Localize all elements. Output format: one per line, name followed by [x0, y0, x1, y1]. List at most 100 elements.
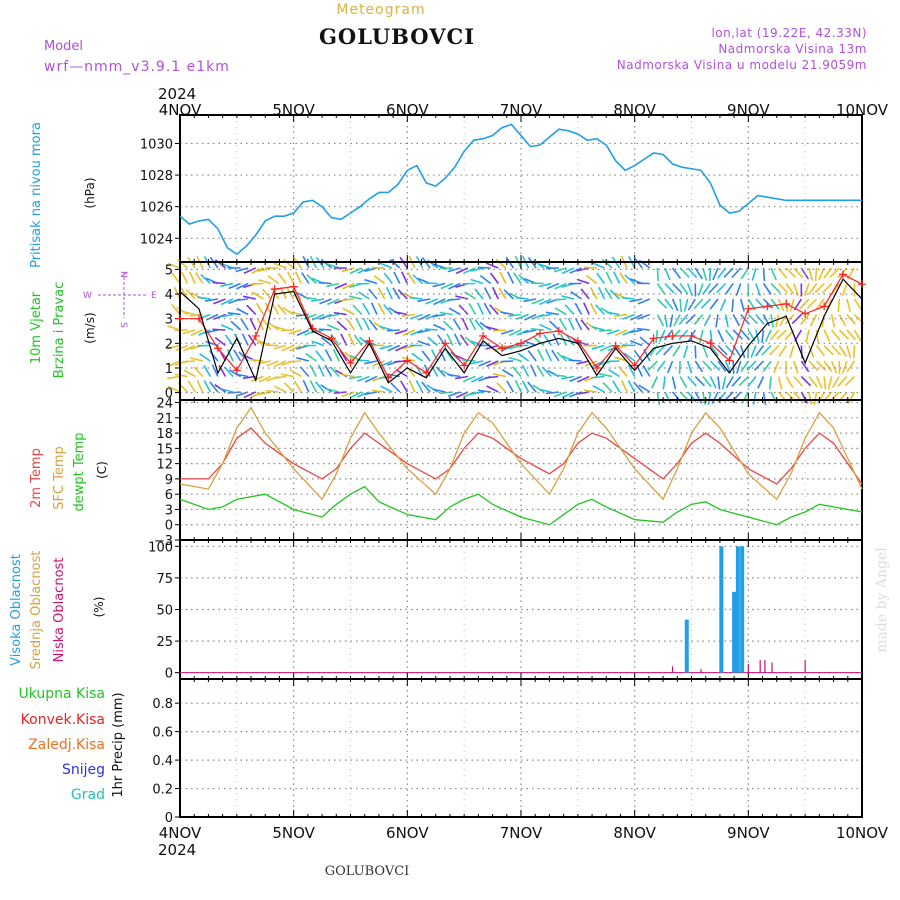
- wind-barb: [479, 321, 492, 331]
- wind-barb: [304, 329, 317, 336]
- wind-barb: [483, 287, 492, 300]
- wind-barb: [538, 282, 552, 288]
- wind-barb: [732, 314, 741, 327]
- gust-marker: [706, 339, 715, 348]
- wind-panel: 10m Vjetar Brzina i Pravac (m/s) N W E S…: [29, 255, 866, 405]
- y-tick-label: 6: [165, 488, 173, 503]
- gust-marker: [744, 304, 753, 313]
- wind-barb: [334, 282, 348, 290]
- wind-barb: [724, 329, 735, 341]
- wind-barb: [287, 271, 295, 284]
- wind-barb: [355, 317, 363, 331]
- y-tick-label: 0: [165, 667, 173, 682]
- wind-barb: [370, 302, 378, 315]
- wind-barb: [249, 317, 257, 331]
- wind-barb: [747, 375, 757, 388]
- wind-barb: [671, 267, 682, 279]
- wind-barb: [591, 326, 605, 331]
- wind-barb: [395, 344, 408, 352]
- y-tick-label: 0.8: [152, 697, 173, 712]
- wind-barb: [841, 283, 848, 297]
- pressure-ylabel: Pritisak na nivou mora: [29, 122, 44, 268]
- gust-marker: [289, 282, 298, 291]
- cloud-ylabel-low: Niska Oblacnost: [52, 558, 67, 663]
- wind-barb: [277, 304, 287, 316]
- wind-barb: [250, 375, 264, 382]
- wind-barb: [485, 262, 499, 269]
- wind-barb: [289, 344, 302, 352]
- wind-barb: [432, 282, 446, 288]
- wind-barb: [220, 387, 234, 393]
- wind-barb: [250, 282, 264, 285]
- wind-barb: [536, 364, 545, 377]
- wind-barb: [289, 369, 302, 378]
- wind-barb: [800, 375, 812, 387]
- wind-barb: [656, 314, 665, 327]
- wind-barb: [511, 366, 522, 378]
- wind-barb: [664, 267, 671, 281]
- wind-barb: [853, 298, 863, 311]
- wind-barb: [324, 364, 333, 377]
- wind-barb: [364, 375, 378, 383]
- wind-barb: [199, 353, 211, 362]
- cloud-high-bar: [684, 619, 689, 673]
- wind-barb: [464, 291, 476, 300]
- wind-barb: [195, 272, 204, 284]
- wind-barb: [755, 345, 765, 357]
- wind-barb: [814, 282, 825, 294]
- day-labels-top: 4NOV 5NOV 6NOV 7NOV 8NOV 9NOV 10NOV: [159, 101, 889, 119]
- wind-barb: [324, 349, 333, 362]
- wind-barb: [424, 328, 438, 331]
- wind-barb: [683, 298, 689, 312]
- wind-barb: [585, 322, 598, 331]
- wind-barb: [402, 329, 416, 337]
- gust-marker: [251, 331, 260, 340]
- wind-barb: [655, 329, 659, 344]
- wind-barb: [492, 329, 506, 332]
- wind-barb: [288, 310, 302, 316]
- wind-barb: [349, 295, 363, 300]
- gust-marker: [213, 344, 222, 353]
- wind-barb: [847, 391, 856, 404]
- wind-barb: [474, 319, 484, 331]
- wind-barb: [838, 329, 850, 340]
- wind-barb: [426, 384, 439, 393]
- wind-barb: [318, 328, 332, 331]
- wind-barb: [693, 313, 704, 325]
- wind-barb: [311, 313, 325, 321]
- wind-barb: [461, 317, 469, 331]
- wind-barb: [672, 345, 681, 357]
- wind-barb: [527, 381, 537, 393]
- wind-barb: [364, 278, 378, 285]
- wind-barb: [415, 380, 424, 393]
- wind-barb: [379, 262, 393, 269]
- temp-ylabel-sfc: SFC Temp: [52, 446, 67, 510]
- gust-marker: [649, 334, 658, 343]
- wind-barb: [793, 360, 799, 374]
- year-bottom: 2024: [158, 841, 196, 859]
- temp-unit: (C): [95, 461, 109, 479]
- wind-barb: [516, 329, 529, 336]
- wind-barb: [357, 375, 370, 382]
- wind-barb: [818, 267, 825, 281]
- wind-barb: [447, 373, 461, 378]
- wind-barb: [342, 282, 355, 290]
- wind-barb: [762, 391, 767, 405]
- wind-barb: [679, 298, 683, 313]
- wind-barb: [808, 391, 813, 405]
- coordinates: lon,lat (19.22E, 42.33N): [711, 26, 867, 40]
- wind-barb: [837, 267, 848, 279]
- day-label: 5NOV: [272, 824, 315, 842]
- wind-barb: [561, 267, 575, 275]
- wind-barb: [604, 287, 613, 300]
- wind-barb: [595, 304, 605, 316]
- legend-snow: Snijeg: [62, 762, 105, 778]
- wind-barb: [227, 312, 241, 316]
- wind-barb: [503, 289, 514, 300]
- wind-barb: [242, 295, 256, 300]
- wind-barb: [769, 344, 780, 356]
- wind-barb: [666, 360, 674, 374]
- wind-barb: [197, 296, 211, 300]
- y-tick-label: 2: [165, 337, 173, 352]
- wind-barb: [770, 314, 774, 328]
